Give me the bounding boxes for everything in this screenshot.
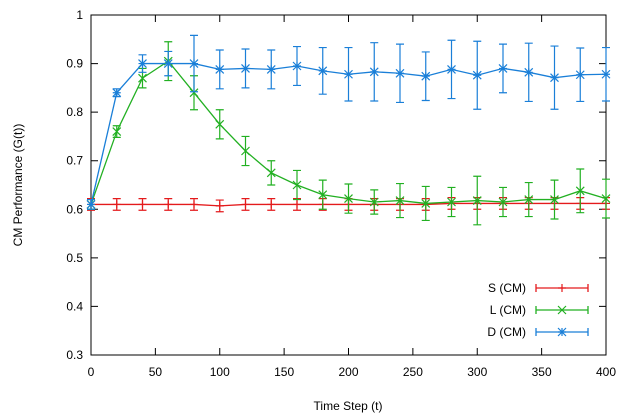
legend-marker <box>557 327 567 337</box>
point-marker <box>601 69 611 79</box>
point-marker <box>344 69 353 79</box>
legend-marker <box>558 284 566 292</box>
point-marker <box>498 64 508 73</box>
point-marker <box>472 70 482 80</box>
y-axis-label: CM Performance (G(t)) <box>11 124 25 247</box>
y-tick-label: 0.7 <box>66 154 83 168</box>
x-tick-label: 300 <box>467 365 487 379</box>
point-marker <box>112 88 122 98</box>
point-marker <box>138 73 147 83</box>
point-marker <box>112 127 122 136</box>
point-marker <box>293 200 301 209</box>
x-tick-label: 0 <box>88 365 95 379</box>
point-marker <box>318 66 328 76</box>
x-tick-label: 50 <box>149 365 163 379</box>
point-marker <box>112 200 121 209</box>
x-tick-label: 400 <box>596 365 616 379</box>
legend-label: L (CM) <box>490 303 526 317</box>
point-marker <box>292 61 302 71</box>
x-tick-label: 250 <box>403 365 423 379</box>
point-marker <box>369 67 379 77</box>
y-tick-label: 0.4 <box>66 299 83 313</box>
point-marker <box>292 180 302 190</box>
y-tick-label: 0.3 <box>66 348 83 362</box>
point-marker <box>550 73 559 83</box>
y-tick-label: 0.5 <box>66 251 83 265</box>
point-marker <box>215 119 225 129</box>
point-marker <box>163 59 173 68</box>
point-marker <box>447 64 456 74</box>
point-marker <box>344 194 353 204</box>
point-marker <box>138 200 147 209</box>
point-marker <box>369 197 379 207</box>
point-marker <box>86 200 96 209</box>
x-axis-label: Time Step (t) <box>314 399 383 413</box>
point-marker <box>241 64 250 73</box>
x-tick-label: 100 <box>210 365 230 379</box>
point-marker <box>266 168 276 178</box>
legend-label: S (CM) <box>488 281 526 295</box>
point-marker <box>138 59 147 68</box>
legend-label: D (CM) <box>487 325 526 339</box>
y-tick-label: 0.6 <box>66 202 83 216</box>
y-tick-label: 0.9 <box>66 57 83 71</box>
point-marker <box>421 199 431 208</box>
x-tick-label: 350 <box>532 365 552 379</box>
point-marker <box>524 67 534 77</box>
point-marker <box>266 64 276 74</box>
point-marker <box>164 200 173 209</box>
y-tick-label: 1 <box>76 8 83 22</box>
x-tick-label: 150 <box>274 365 294 379</box>
point-marker <box>189 88 199 98</box>
point-marker <box>421 71 431 81</box>
point-marker <box>267 200 276 209</box>
point-marker <box>524 195 534 204</box>
point-marker <box>575 70 585 80</box>
y-tick-label: 0.8 <box>66 105 83 119</box>
x-tick-label: 200 <box>338 365 358 379</box>
point-marker <box>395 196 405 205</box>
point-marker <box>601 194 611 204</box>
point-marker <box>189 59 199 68</box>
point-marker <box>241 200 250 209</box>
point-marker <box>575 186 585 196</box>
point-marker <box>395 68 405 78</box>
point-marker <box>318 190 328 200</box>
point-marker <box>550 195 559 204</box>
point-marker <box>472 196 482 205</box>
point-marker <box>447 197 456 207</box>
point-marker <box>498 197 508 207</box>
point-marker <box>215 201 224 210</box>
legend-marker <box>557 305 567 315</box>
point-marker <box>241 146 250 156</box>
point-marker <box>190 200 198 209</box>
point-marker <box>215 64 225 74</box>
